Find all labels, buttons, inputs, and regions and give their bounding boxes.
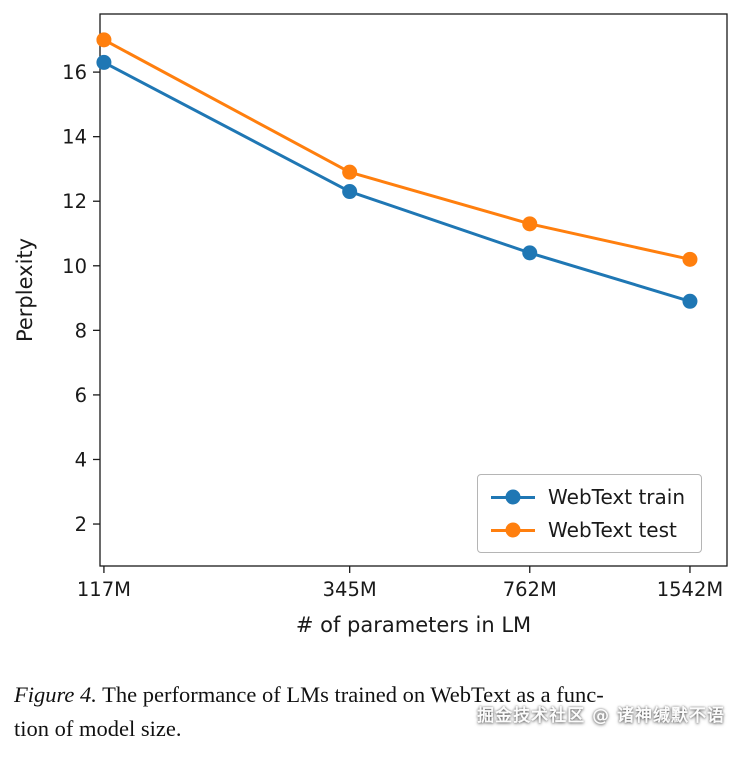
figure-caption-line-1: The performance of LMs trained on WebTex… <box>96 682 604 707</box>
legend-item-webtext-test: WebText test <box>491 518 685 542</box>
legend-label-train: WebText train <box>548 485 685 509</box>
svg-text:12: 12 <box>62 190 87 213</box>
svg-text:Perplexity: Perplexity <box>13 238 37 342</box>
watermark-text: 掘金技术社区 @ 诸神缄默不语 <box>477 706 725 726</box>
svg-text:10: 10 <box>62 255 87 278</box>
svg-text:2: 2 <box>75 513 87 536</box>
legend-label-test: WebText test <box>548 518 677 542</box>
svg-text:# of parameters in LM: # of parameters in LM <box>296 613 531 637</box>
chart-canvas: 2 4 6 8 10 12 14 16 117M 345M 762M 1542M # of parame… <box>13 13 728 637</box>
perplexity-chart: 2 4 6 8 10 12 14 16 117M 345M 762M 1542M # of parame… <box>0 0 743 648</box>
svg-text:345M: 345M <box>323 578 377 601</box>
legend-line-marker-test-icon <box>491 528 536 532</box>
svg-text:117M: 117M <box>77 578 131 601</box>
svg-text:8: 8 <box>75 319 87 342</box>
chart-legend: WebText train WebText test <box>477 474 702 553</box>
figure-caption-number: Figure 4. <box>14 682 97 707</box>
svg-text:16: 16 <box>62 61 87 84</box>
svg-text:4: 4 <box>75 448 87 471</box>
svg-text:14: 14 <box>62 126 87 149</box>
svg-text:762M: 762M <box>503 578 557 601</box>
figure-caption: Figure 4. The performance of LMs trained… <box>14 678 735 746</box>
figure-caption-line-2: tion of model size. <box>14 715 182 741</box>
svg-text:1542M: 1542M <box>657 578 723 601</box>
legend-line-marker-train-icon <box>491 495 536 499</box>
legend-item-webtext-train: WebText train <box>491 485 685 509</box>
svg-text:6: 6 <box>75 384 87 407</box>
